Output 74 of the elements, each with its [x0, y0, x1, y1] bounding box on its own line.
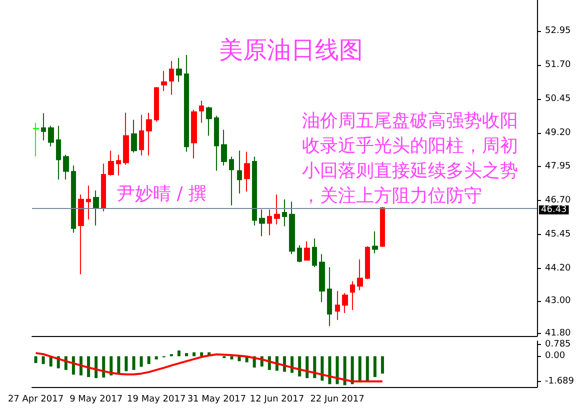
y-tick-label: 43.00: [545, 296, 572, 306]
candlestick: [237, 150, 242, 194]
x-tick-label: 22 Jun 2017: [310, 394, 364, 404]
candlestick: [56, 125, 61, 180]
x-tick-label: 27 Apr 2017: [8, 394, 64, 404]
candlestick: [221, 129, 227, 166]
candlestick: [108, 150, 114, 176]
x-tick-label: 12 Jun 2017: [250, 394, 304, 404]
candlestick: [327, 266, 332, 326]
candlestick: [214, 115, 219, 172]
candlestick: [63, 154, 69, 180]
candlestick: [191, 109, 197, 160]
candlestick: [259, 208, 265, 237]
annotation: ，关注上方阻力位防守: [302, 186, 482, 206]
candlestick: [184, 54, 189, 152]
y-tick-label: 45.45: [545, 229, 571, 240]
candlestick: [93, 190, 99, 226]
x-tick-label: 19 May 2017: [127, 394, 186, 404]
y-tick-label: 51.70: [545, 60, 572, 70]
candlestick: [297, 244, 302, 263]
candlestick: [161, 70, 167, 92]
candlestick: [252, 156, 257, 226]
candlestick: [41, 112, 46, 141]
candlestick: [123, 112, 129, 166]
annotation: 油价周五尾盘破高强势收阳: [302, 110, 518, 132]
candlestick: [169, 60, 174, 96]
candlestick: [146, 112, 152, 156]
text: 美原油日线图: [219, 36, 363, 64]
candlestick: [199, 100, 204, 124]
candlestick: [304, 240, 310, 262]
candlestick: [131, 119, 137, 154]
x-tick-label: 9 May 2017: [70, 394, 123, 404]
y-tick-label: 49.20: [545, 128, 572, 138]
candlestick: [282, 198, 287, 227]
candlestick: [154, 86, 159, 122]
y-tick-label: 46.70: [545, 196, 572, 206]
candlestick: [312, 238, 317, 268]
candlestick: [335, 290, 340, 321]
candlestick: [48, 125, 54, 147]
candlestick: [116, 154, 121, 176]
candlestick: [274, 194, 280, 225]
candlestick: [319, 254, 325, 303]
y-tick-label: 0.00: [545, 351, 566, 362]
candlestick: [244, 151, 250, 192]
ref-line-label: 46.43: [541, 204, 567, 215]
candlestick: [71, 165, 76, 234]
candlestick: [342, 292, 348, 314]
candlestick: [139, 114, 144, 156]
candlestick: [229, 156, 234, 206]
candlestick: [176, 57, 182, 82]
candlestick: [372, 230, 378, 254]
y-tick-label: 0.785: [545, 339, 571, 350]
candlestick: [380, 206, 385, 248]
candlestick: [33, 122, 39, 157]
y-tick-label: 44.20: [545, 263, 572, 274]
y-tick-label: 47.95: [545, 162, 571, 172]
candlestick: [86, 185, 91, 220]
candlestick: [206, 106, 212, 136]
y-tick-label: 50.45: [545, 94, 571, 104]
y-tick-label: 41.80: [545, 328, 572, 338]
annotation: 小回落则直接延续多头之势: [302, 160, 518, 182]
candlestick: [365, 246, 370, 280]
y-tick-label: 52.95: [545, 26, 571, 36]
candlestick: [267, 208, 272, 236]
annotation: 尹妙晴 / 撰: [117, 184, 207, 204]
candlestick: [289, 201, 295, 255]
candlestick: [78, 194, 84, 275]
annotation: 收录近乎光头的阳柱，周初: [302, 136, 518, 156]
y-tick-label: -1.689: [545, 376, 574, 387]
candlestick: [350, 280, 355, 310]
candlestick: [357, 258, 363, 291]
candlestick: [101, 163, 106, 212]
x-tick-label: 31 May 2017: [187, 394, 246, 404]
line-series: [34, 352, 384, 382]
